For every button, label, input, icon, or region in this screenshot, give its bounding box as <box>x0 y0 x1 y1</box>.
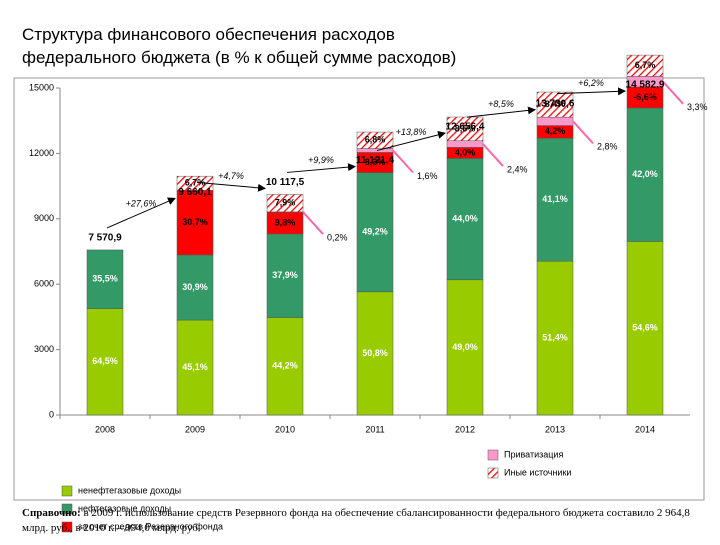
value-label: 30,9% <box>182 282 208 292</box>
leader-line <box>303 212 323 234</box>
value-label: 6,8% <box>365 135 386 145</box>
value-label: 49,2% <box>362 227 388 237</box>
bar-segment <box>447 141 483 148</box>
x-tick-label: 2014 <box>635 424 655 434</box>
growth-label: +6,2% <box>578 78 604 88</box>
growth-label: +9,9% <box>308 155 334 165</box>
value-label: 49,0% <box>452 342 478 352</box>
x-tick-label: 2012 <box>455 424 475 434</box>
value-label: 50,8% <box>362 348 388 358</box>
x-tick-label: 2008 <box>95 424 115 434</box>
value-label: 7,9% <box>275 198 296 208</box>
y-tick-label: 6000 <box>34 279 54 289</box>
legend-label: Приватизация <box>504 449 563 459</box>
value-label: 30,7% <box>182 217 208 227</box>
x-tick-label: 2011 <box>365 424 384 434</box>
value-label: 64,5% <box>92 356 118 366</box>
value-label: 9,8% <box>275 217 296 227</box>
total-label: 13 730,6 <box>536 98 575 109</box>
legend-swatch <box>488 450 498 460</box>
value-label: 37,9% <box>272 270 298 280</box>
note-text: в 2009 г. использование средств Резервно… <box>22 507 690 534</box>
value-label: 2,4% <box>507 164 528 174</box>
x-tick-label: 2010 <box>275 424 295 434</box>
value-label: 35,5% <box>92 274 118 284</box>
y-tick-label: 0 <box>49 409 54 419</box>
legend-swatch <box>488 468 498 478</box>
note-bold: Справочно: <box>22 507 81 519</box>
value-label: 51,4% <box>542 332 568 342</box>
value-label: 45,1% <box>182 362 208 372</box>
chart-title: Структура финансового обеспечения расход… <box>22 25 395 44</box>
total-label: 14 582,9 <box>626 80 665 91</box>
total-label: 10 117,5 <box>266 177 305 188</box>
value-label: -6,6% <box>633 92 657 102</box>
total-label: 7 570,9 <box>88 233 122 244</box>
leader-line <box>663 82 683 104</box>
x-tick-label: 2009 <box>185 424 205 434</box>
value-label: 1,6% <box>417 171 438 181</box>
growth-label: +13,8% <box>396 127 427 137</box>
note: Справочно: в 2009 г. использование средс… <box>22 506 702 536</box>
y-tick-label: 9000 <box>34 213 54 223</box>
value-label: 6,7% <box>635 60 656 70</box>
value-label: 4,2% <box>545 126 566 136</box>
legend-label: Иные источники <box>504 467 571 477</box>
chart-title: федерального бюджета (в % к общей сумме … <box>22 48 456 67</box>
x-tick-label: 2013 <box>545 424 565 434</box>
growth-arrow <box>287 167 355 173</box>
bar-segment <box>357 149 393 153</box>
total-label: 9 660,1 <box>178 187 212 198</box>
value-label: 41,1% <box>542 194 568 204</box>
value-label: 0,2% <box>327 232 348 242</box>
bar-segment <box>537 117 573 125</box>
leader-line <box>393 150 413 172</box>
y-tick-label: 3000 <box>34 344 54 354</box>
total-label: 11 121,4 <box>356 155 395 166</box>
value-label: 42,0% <box>632 169 658 179</box>
value-label: 44,0% <box>452 213 478 223</box>
value-label: 4,0% <box>455 147 476 157</box>
y-tick-label: 12000 <box>29 148 54 158</box>
total-label: 12 656,4 <box>446 122 485 133</box>
value-label: 54,6% <box>632 323 658 333</box>
legend-label: ненефтегазовые доходы <box>78 485 181 495</box>
growth-arrow <box>467 110 535 117</box>
legend-swatch <box>62 486 72 496</box>
leader-line <box>573 121 593 143</box>
growth-label: +4,7% <box>218 171 244 181</box>
leader-line <box>483 144 503 166</box>
value-label: 2,8% <box>597 142 618 152</box>
growth-label: +27,6% <box>126 199 157 209</box>
y-tick-label: 15000 <box>29 82 54 92</box>
value-label: 44,2% <box>272 361 298 371</box>
value-label: 3,3% <box>687 102 708 112</box>
growth-label: +8,5% <box>488 99 514 109</box>
